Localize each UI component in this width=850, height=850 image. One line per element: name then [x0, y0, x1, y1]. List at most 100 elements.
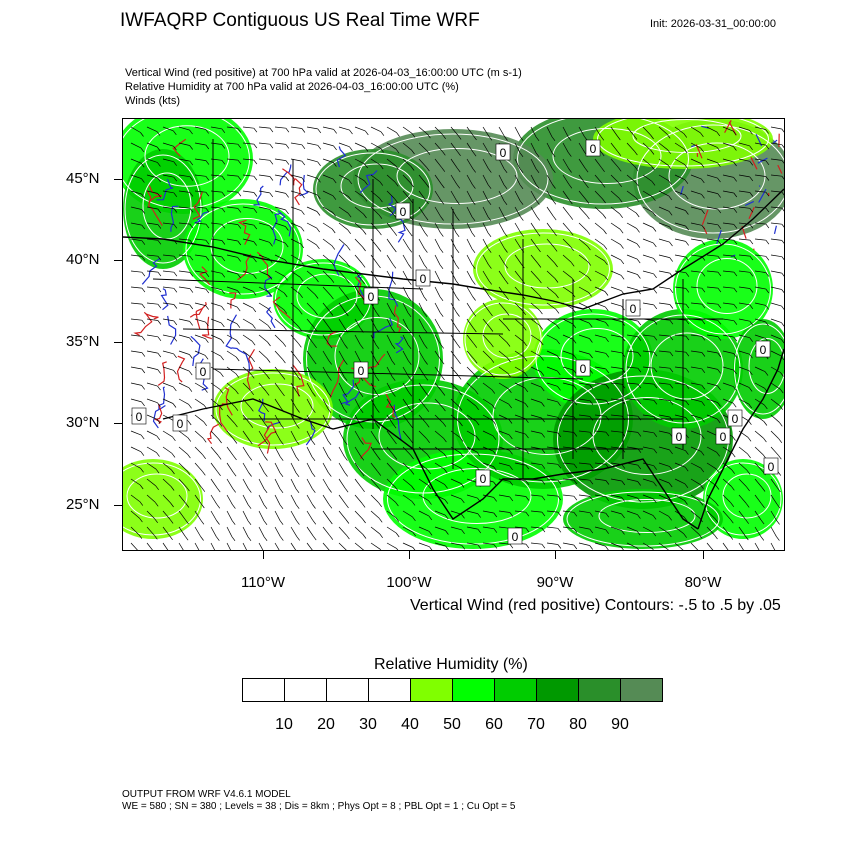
wind-barb-flag: [493, 528, 498, 533]
wind-barb: [578, 334, 590, 339]
wind-barb-flag: [620, 259, 625, 265]
wind-barb-flag: [653, 320, 658, 325]
wind-barb: [722, 286, 734, 289]
wind-barb-flag: [264, 472, 268, 477]
wind-barb-flag: [685, 210, 689, 215]
wind-barb-flag: [234, 406, 239, 411]
wind-barb: [770, 126, 782, 130]
wind-barb: [450, 526, 462, 531]
colorbar-label: 30: [359, 716, 377, 733]
wind-barb: [578, 174, 586, 185]
wind-barb-flag: [205, 256, 210, 261]
wind-barb-flag: [474, 374, 478, 380]
wind-barb-flag: [685, 400, 690, 406]
wind-barb-flag: [427, 484, 432, 490]
wind-barb-flag: [349, 129, 353, 135]
wind-barb: [594, 446, 606, 449]
wind-barb: [322, 254, 332, 263]
wind-barb-flag: [285, 144, 290, 149]
wind-barb: [354, 158, 365, 165]
wind-barb-flag: [716, 131, 721, 137]
wind-barb-flag: [525, 527, 530, 533]
wind-barb-flag: [266, 374, 270, 380]
wind-barb-flag: [216, 520, 220, 525]
wind-barb: [402, 542, 414, 548]
wind-barb-flag: [328, 343, 333, 349]
zero-label-text: 0: [200, 365, 207, 379]
wind-barb: [226, 414, 235, 424]
wind-barb-flag: [777, 487, 781, 493]
wind-barb: [546, 446, 558, 449]
wind-barb-flag: [237, 175, 242, 181]
wind-barb-flag: [472, 168, 476, 173]
wind-barb: [386, 238, 394, 249]
wind-barb: [146, 414, 158, 420]
wind-barb-flag: [426, 150, 431, 155]
wind-barb-flag: [667, 164, 672, 170]
wind-barb: [434, 158, 443, 168]
wind-barb: [178, 494, 187, 504]
wind-barb: [466, 366, 475, 376]
vertical-wind-contour: [393, 305, 402, 333]
wind-barb-flag: [557, 511, 562, 517]
wind-barb-flag: [504, 279, 509, 285]
wind-barb: [642, 142, 652, 151]
wind-barb: [642, 382, 654, 385]
wind-barb: [498, 414, 510, 420]
wind-barb: [610, 286, 622, 292]
vertical-wind-contour: [170, 205, 179, 232]
wind-barb: [434, 366, 442, 377]
wind-barb-flag: [317, 161, 321, 167]
wind-barb: [514, 238, 522, 249]
wind-barb: [354, 254, 363, 264]
vertical-wind-contour: [394, 336, 404, 354]
wind-barb-flag: [237, 143, 242, 149]
wind-barb-flag: [748, 387, 753, 392]
wind-barb-flag: [327, 424, 332, 430]
wind-barb: [370, 318, 377, 329]
wind-barb: [578, 462, 590, 465]
wind-barb: [466, 526, 478, 530]
wind-barb-flag: [312, 359, 317, 365]
wind-barb-flag: [139, 517, 143, 523]
zero-label: 0: [172, 414, 188, 432]
wind-barb: [290, 446, 297, 457]
wind-barb: [562, 174, 570, 185]
wind-barb: [418, 350, 425, 361]
wind-barb: [338, 238, 348, 247]
wind-barb: [770, 158, 782, 161]
wind-barb: [418, 414, 427, 424]
wind-barb-flag: [765, 239, 770, 245]
wind-barb: [498, 350, 508, 359]
wind-barb: [418, 366, 426, 377]
zero-label: 0: [195, 362, 211, 380]
wind-barb: [226, 190, 238, 193]
wind-barb-flag: [749, 192, 754, 197]
wind-barb: [306, 542, 313, 550]
wind-barb: [418, 190, 426, 201]
wind-barb: [498, 270, 506, 281]
wind-barb-flag: [408, 407, 413, 413]
wind-barb: [610, 158, 619, 168]
wind-barb-flag: [763, 421, 768, 426]
wind-barb: [770, 366, 781, 373]
wind-barb: [178, 510, 186, 521]
wind-barb: [130, 238, 142, 242]
vertical-wind-contour: [744, 200, 755, 207]
wind-barb: [226, 366, 237, 374]
wind-barb-flag: [140, 468, 144, 473]
wind-barb: [130, 254, 142, 257]
wind-barb: [178, 478, 187, 488]
wind-barb: [210, 286, 222, 291]
wind-barb-flag: [268, 275, 273, 280]
wind-barb-flag: [237, 128, 242, 133]
wind-barb: [290, 414, 297, 425]
wind-barb-flag: [604, 291, 609, 296]
wind-barb: [482, 382, 493, 390]
wind-barb: [338, 126, 350, 131]
wind-barb: [354, 238, 363, 248]
wind-barb: [338, 254, 347, 264]
wind-barb: [290, 462, 297, 473]
wind-barb: [194, 382, 205, 389]
wind-barb: [370, 478, 379, 488]
